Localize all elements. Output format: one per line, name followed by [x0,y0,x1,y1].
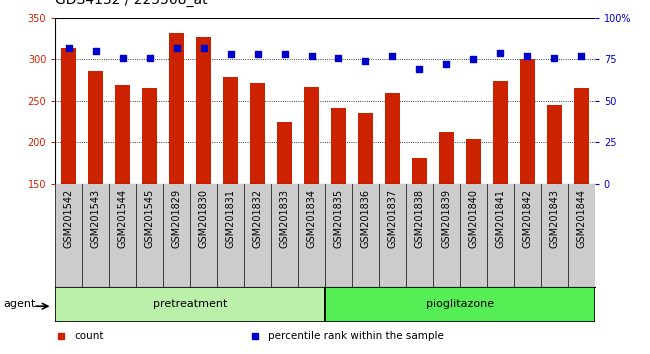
Bar [142,88,157,309]
Text: GSM201545: GSM201545 [145,189,155,249]
Text: GSM201833: GSM201833 [280,189,289,248]
Bar [169,33,184,309]
Bar [412,158,427,309]
Point [441,62,452,67]
Point [252,51,263,57]
Text: GSM201835: GSM201835 [333,189,343,249]
Text: GSM201839: GSM201839 [441,189,451,248]
Text: pretreatment: pretreatment [153,299,228,309]
Text: GSM201544: GSM201544 [118,189,127,249]
Text: GSM201843: GSM201843 [549,189,559,248]
Point [64,45,74,51]
Point [414,67,424,72]
FancyBboxPatch shape [325,287,595,322]
Point [226,51,236,57]
Bar [304,87,319,309]
Point [118,55,128,61]
Text: GSM201542: GSM201542 [64,189,73,249]
Point [522,53,532,59]
Text: agent: agent [3,299,36,309]
Bar [439,132,454,309]
Text: pioglitazone: pioglitazone [426,299,494,309]
Bar [277,122,292,309]
Point [576,53,586,59]
Point [549,55,560,61]
Text: GSM201844: GSM201844 [577,189,586,248]
Point [333,55,344,61]
Bar [385,93,400,309]
Bar [466,139,481,309]
Point [172,45,182,51]
Point [90,48,101,54]
Text: GSM201842: GSM201842 [523,189,532,249]
Text: count: count [74,331,103,342]
Bar [223,77,238,309]
Point [360,58,370,64]
Text: GSM201831: GSM201831 [226,189,235,248]
Text: GDS4132 / 225568_at: GDS4132 / 225568_at [55,0,208,7]
Text: percentile rank within the sample: percentile rank within the sample [268,331,444,342]
Text: GSM201830: GSM201830 [199,189,209,248]
Point [468,57,478,62]
Point [280,51,290,57]
Text: GSM201832: GSM201832 [253,189,263,249]
Text: GSM201829: GSM201829 [172,189,181,249]
Text: GSM201834: GSM201834 [307,189,317,248]
Bar [331,108,346,309]
Text: GSM201543: GSM201543 [91,189,101,249]
Point [495,50,506,56]
Bar [358,113,373,309]
Text: GSM201838: GSM201838 [415,189,424,248]
Point [387,53,398,59]
Bar [574,87,589,309]
Text: GSM201837: GSM201837 [387,189,397,249]
Point [198,45,209,51]
Point [144,55,155,61]
Bar [115,85,130,309]
Text: GSM201841: GSM201841 [495,189,505,248]
Point [306,53,317,59]
Bar [520,59,535,309]
Bar [196,37,211,309]
Bar [250,84,265,309]
Bar [88,71,103,309]
Bar [547,105,562,309]
Bar [493,81,508,309]
Bar [61,48,76,309]
Text: GSM201840: GSM201840 [469,189,478,248]
Text: GSM201836: GSM201836 [361,189,370,248]
FancyBboxPatch shape [55,287,325,322]
